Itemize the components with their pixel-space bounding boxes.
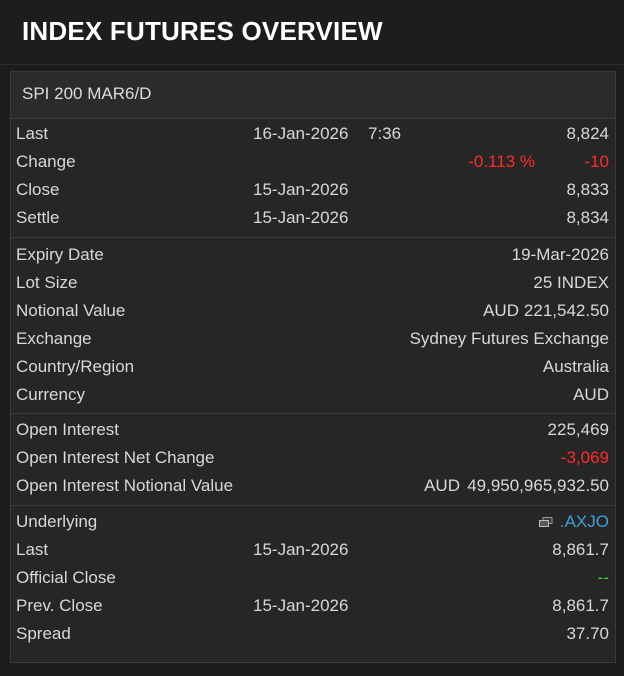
change-percent: -0.113 %	[468, 152, 535, 171]
open-interest-section: Open Interest 225,469 Open Interest Net …	[11, 413, 615, 500]
page-title: INDEX FUTURES OVERVIEW	[22, 16, 383, 46]
lot-size-row: Lot Size 25 INDEX	[11, 269, 615, 297]
last-row: Last 16-Jan-2026 7:36 8,824	[11, 120, 615, 148]
spread-label: Spread	[16, 624, 71, 643]
close-label: Close	[16, 180, 60, 199]
notional-unit: AUD	[483, 301, 519, 320]
exchange-value: Sydney Futures Exchange	[409, 329, 609, 348]
spread-value: 37.70	[566, 624, 609, 643]
notional-label: Notional Value	[16, 301, 126, 320]
last-date: 16-Jan-2026	[253, 124, 349, 143]
settle-row: Settle 15-Jan-2026 8,834	[11, 204, 615, 232]
underlying-last-label: Last	[16, 540, 49, 559]
underlying-label: Underlying	[16, 512, 98, 531]
official-close-value: --	[597, 568, 609, 587]
oi-net-change-row: Open Interest Net Change -3,069	[11, 444, 615, 472]
spread-row: Spread 37.70	[11, 620, 615, 648]
notional-value: 221,542.50	[523, 301, 609, 320]
country-value: Australia	[542, 357, 609, 376]
underlying-last-date: 15-Jan-2026	[253, 540, 349, 559]
underlying-row: Underlying .AXJO	[11, 508, 615, 536]
change-value: -10	[584, 152, 609, 171]
settle-value: 8,834	[566, 208, 609, 227]
official-close-row: Official Close --	[11, 564, 615, 592]
oi-notional-value: 49,950,965,932.50	[467, 476, 609, 495]
oi-net-change-value: -3,069	[560, 448, 609, 467]
oi-value: 225,469	[547, 420, 609, 439]
country-row: Country/Region Australia	[11, 353, 615, 381]
official-close-label: Official Close	[16, 568, 116, 587]
currency-label: Currency	[16, 385, 85, 404]
panel-header: SPI 200 MAR6/D	[11, 72, 615, 119]
country-label: Country/Region	[16, 357, 135, 376]
exchange-label: Exchange	[16, 329, 92, 348]
underlying-ric-link[interactable]: .AXJO	[559, 512, 609, 531]
close-row: Close 15-Jan-2026 8,833	[11, 176, 615, 204]
settle-label: Settle	[16, 208, 60, 227]
panel-title: SPI 200 MAR6/D	[22, 84, 152, 103]
futures-panel: SPI 200 MAR6/D Last 16-Jan-2026 7:36 8,8…	[10, 71, 616, 663]
settle-date: 15-Jan-2026	[253, 208, 349, 227]
underlying-last-value: 8,861.7	[552, 540, 609, 559]
expiry-label: Expiry Date	[16, 245, 104, 264]
change-row: Change -0.113 % -10	[11, 148, 615, 176]
prev-close-row: Prev. Close 15-Jan-2026 8,861.7	[11, 592, 615, 620]
close-date: 15-Jan-2026	[253, 180, 349, 199]
oi-notional-unit: AUD	[424, 476, 460, 495]
prev-close-label: Prev. Close	[16, 596, 103, 615]
expiry-row: Expiry Date 19-Mar-2026	[11, 241, 615, 269]
prev-close-date: 15-Jan-2026	[253, 596, 349, 615]
underlying-last-row: Last 15-Jan-2026 8,861.7	[11, 536, 615, 564]
notional-row: Notional Value AUD 221,542.50	[11, 297, 615, 325]
quote-window-icon[interactable]	[539, 517, 553, 527]
contract-section: Expiry Date 19-Mar-2026 Lot Size 25 INDE…	[11, 237, 615, 409]
oi-notional-label: Open Interest Notional Value	[16, 476, 234, 495]
oi-row: Open Interest 225,469	[11, 416, 615, 444]
close-value: 8,833	[566, 180, 609, 199]
change-label: Change	[16, 152, 76, 171]
last-time: 7:36	[368, 124, 402, 143]
lot-size-label: Lot Size	[16, 273, 78, 292]
exchange-row: Exchange Sydney Futures Exchange	[11, 325, 615, 353]
last-value: 8,824	[566, 124, 609, 143]
quote-section: Last 16-Jan-2026 7:36 8,824 Change -0.11…	[11, 120, 615, 232]
underlying-section: Underlying .AXJO Last 15-Jan-2026 8,861.…	[11, 505, 615, 648]
currency-row: Currency AUD	[11, 381, 615, 409]
page-header: INDEX FUTURES OVERVIEW	[0, 0, 624, 65]
oi-label: Open Interest	[16, 420, 120, 439]
oi-notional-row: Open Interest Notional Value AUD 49,950,…	[11, 472, 615, 500]
currency-value: AUD	[573, 385, 609, 404]
lot-size-value: 25 INDEX	[533, 273, 609, 292]
last-label: Last	[16, 124, 49, 143]
prev-close-value: 8,861.7	[552, 596, 609, 615]
oi-net-change-label: Open Interest Net Change	[16, 448, 215, 467]
expiry-value: 19-Mar-2026	[511, 245, 609, 264]
